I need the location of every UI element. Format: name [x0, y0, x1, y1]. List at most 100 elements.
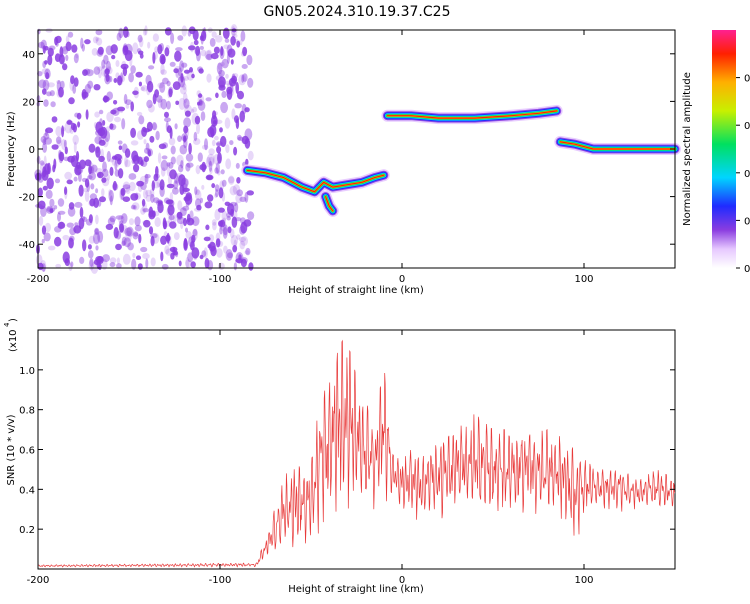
- noise-blob: [245, 247, 251, 256]
- noise-blob: [73, 141, 77, 153]
- noise-blob: [78, 171, 82, 182]
- noise-blob: [164, 197, 170, 204]
- noise-blob: [152, 181, 161, 189]
- noise-blob: [61, 139, 66, 150]
- noise-blob: [183, 135, 187, 143]
- noise-blob: [69, 235, 75, 242]
- noise-blob: [157, 82, 164, 89]
- noise-blob: [211, 31, 217, 38]
- snr-y-scale-label: (x10: [8, 329, 19, 352]
- noise-blob: [38, 200, 46, 210]
- noise-blob: [152, 33, 159, 42]
- noise-blob: [44, 46, 49, 51]
- noise-blob: [134, 216, 141, 227]
- noise-blob: [69, 79, 75, 91]
- noise-blob: [121, 118, 126, 130]
- colorbar-tick-label: 0.0: [744, 264, 750, 275]
- noise-blob: [98, 109, 104, 115]
- noise-blob: [164, 245, 170, 255]
- noise-blob: [179, 144, 188, 155]
- noise-blob: [131, 202, 140, 211]
- noise-blob: [167, 204, 175, 216]
- noise-blob: [206, 73, 212, 83]
- noise-blob: [235, 252, 244, 264]
- noise-blob: [180, 207, 187, 217]
- noise-blob: [97, 66, 103, 72]
- noise-blob: [173, 180, 179, 190]
- noise-blob: [100, 148, 105, 161]
- noise-blob: [220, 135, 227, 148]
- noise-blob: [87, 244, 92, 250]
- noise-blob: [234, 202, 239, 213]
- noise-blob: [212, 221, 217, 231]
- noise-blob: [89, 258, 94, 267]
- noise-blob: [56, 80, 61, 84]
- noise-blob: [96, 171, 104, 179]
- noise-blob: [61, 63, 68, 71]
- noise-blob: [165, 199, 171, 205]
- noise-blob: [200, 34, 204, 45]
- noise-blob: [218, 187, 224, 199]
- noise-blob: [145, 194, 152, 202]
- noise-blob: [148, 65, 155, 70]
- noise-blob: [144, 174, 151, 179]
- noise-blob: [176, 212, 183, 221]
- noise-blob: [79, 256, 85, 264]
- noise-blob: [237, 136, 244, 141]
- noise-blob: [185, 126, 190, 138]
- noise-blob: [241, 103, 247, 115]
- noise-blob: [109, 158, 115, 163]
- y-tick-label: 40: [22, 50, 35, 61]
- noise-blob: [176, 154, 184, 167]
- noise-blob: [167, 89, 171, 99]
- noise-blob: [177, 76, 186, 81]
- noise-blob: [160, 251, 164, 262]
- noise-blob: [226, 215, 231, 221]
- noise-blob: [55, 126, 62, 137]
- noise-blob: [199, 45, 204, 50]
- noise-blob: [196, 90, 201, 97]
- noise-blob: [164, 47, 170, 57]
- noise-blob: [70, 75, 75, 85]
- noise-blob: [124, 159, 131, 168]
- noise-blob: [95, 188, 99, 194]
- noise-blob: [130, 193, 139, 201]
- noise-blob: [245, 158, 249, 166]
- noise-blob: [68, 262, 73, 272]
- noise-blob: [229, 140, 234, 146]
- noise-blob: [121, 236, 127, 246]
- noise-blob: [217, 62, 223, 71]
- noise-blob: [67, 31, 74, 38]
- noise-blob: [215, 75, 222, 81]
- noise-blob: [221, 90, 227, 98]
- noise-blob: [177, 35, 184, 41]
- noise-blob: [57, 221, 66, 229]
- noise-blob: [178, 164, 184, 173]
- noise-blob: [138, 50, 144, 55]
- noise-blob: [129, 218, 134, 226]
- noise-blob: [197, 101, 201, 106]
- noise-blob: [134, 224, 142, 232]
- noise-blob: [84, 178, 90, 188]
- noise-blob: [206, 175, 213, 180]
- colorbar-tick-label: 0.8: [744, 74, 750, 85]
- noise-blob: [54, 236, 62, 247]
- noise-blob: [155, 173, 160, 179]
- noise-blob: [51, 144, 59, 150]
- noise-blob: [173, 232, 180, 241]
- noise-blob: [143, 156, 149, 163]
- noise-blob: [92, 232, 101, 245]
- noise-blob: [172, 214, 177, 223]
- noise-blob: [115, 72, 120, 79]
- noise-blob: [43, 132, 50, 140]
- noise-blob: [192, 29, 199, 41]
- noise-blob: [208, 160, 213, 172]
- noise-blob: [181, 133, 189, 142]
- colorbar-gradient: [712, 30, 736, 268]
- noise-blob: [47, 54, 53, 66]
- noise-blob: [218, 262, 225, 270]
- noise-blob: [244, 192, 249, 203]
- noise-blob: [159, 185, 165, 198]
- noise-blob: [108, 189, 112, 196]
- snr-y-scale-paren: ): [8, 318, 19, 322]
